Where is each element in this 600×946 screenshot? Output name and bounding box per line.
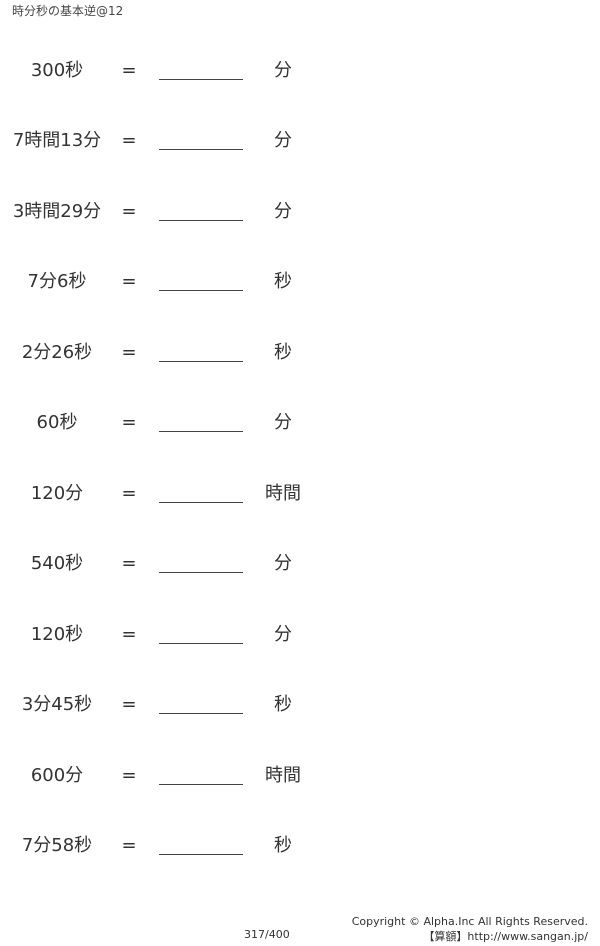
problem-row: 300秒 = 分 [0, 56, 600, 86]
answer-unit: 秒 [274, 271, 292, 293]
equals-sign: = [121, 623, 137, 645]
answer-unit: 秒 [274, 341, 292, 363]
answer-unit: 分 [274, 130, 292, 152]
equals-sign: = [121, 553, 137, 575]
answer-unit: 分 [274, 60, 292, 81]
problem-row: 120分 = 時間 [0, 479, 600, 509]
answer-unit: 分 [274, 553, 292, 575]
answer-unit: 時間 [265, 482, 301, 504]
equals-sign: = [121, 200, 137, 222]
question: 300秒 [30, 60, 84, 81]
answer-blank[interactable] [159, 853, 243, 855]
answer-blank[interactable] [159, 290, 243, 292]
answer-blank[interactable] [159, 431, 243, 433]
problem-row: 3時間29分 = 分 [0, 197, 600, 227]
answer-blank[interactable] [159, 501, 243, 503]
answer-blank[interactable] [159, 219, 243, 221]
problem-row: 600分 = 時間 [0, 761, 600, 791]
answer-unit: 分 [274, 200, 292, 222]
problem-row: 7分6秒 = 秒 [0, 267, 600, 297]
answer-blank[interactable] [159, 713, 243, 715]
equals-sign: = [121, 764, 137, 786]
problem-row: 120秒 = 分 [0, 620, 600, 650]
equals-sign: = [121, 271, 137, 293]
copyright-block: Copyright © Alpha.Inc All Rights Reserve… [352, 914, 588, 944]
answer-unit: 時間 [265, 764, 301, 786]
equals-sign: = [121, 482, 137, 504]
problem-row: 60秒 = 分 [0, 408, 600, 438]
worksheet-title: 時分秒の基本逆@12 [12, 4, 124, 18]
question: 540秒 [30, 553, 84, 575]
equals-sign: = [121, 60, 137, 81]
answer-unit: 秒 [274, 834, 292, 856]
problem-row: 540秒 = 分 [0, 549, 600, 579]
problem-row: 3分45秒 = 秒 [0, 690, 600, 720]
equals-sign: = [121, 694, 137, 716]
answer-blank[interactable] [159, 360, 243, 362]
page-number: 317/400 [244, 928, 290, 941]
question: 7分6秒 [27, 271, 87, 293]
question: 3時間29分 [12, 200, 102, 222]
problem-row: 7時間13分 = 分 [0, 126, 600, 156]
question: 7分58秒 [21, 834, 93, 856]
question: 120秒 [30, 623, 84, 645]
answer-unit: 秒 [274, 694, 292, 716]
question: 60秒 [36, 412, 78, 434]
answer-unit: 分 [274, 623, 292, 645]
question: 3分45秒 [21, 694, 93, 716]
question: 120分 [30, 482, 84, 504]
answer-blank[interactable] [159, 572, 243, 574]
equals-sign: = [121, 834, 137, 856]
answer-blank[interactable] [159, 642, 243, 644]
answer-blank[interactable] [159, 79, 243, 80]
equals-sign: = [121, 341, 137, 363]
equals-sign: = [121, 412, 137, 434]
copyright-text: Copyright © Alpha.Inc All Rights Reserve… [351, 915, 588, 928]
answer-unit: 分 [274, 412, 292, 434]
problem-row: 2分26秒 = 秒 [0, 338, 600, 368]
problem-row: 7分58秒 = 秒 [0, 831, 600, 861]
question: 7時間13分 [12, 130, 102, 152]
answer-blank[interactable] [159, 149, 243, 151]
question: 2分26秒 [21, 341, 93, 363]
equals-sign: = [121, 130, 137, 152]
site-link: 【算額】http://www.sangan.jp/ [423, 930, 588, 943]
answer-blank[interactable] [159, 783, 243, 785]
question: 600分 [30, 764, 84, 786]
